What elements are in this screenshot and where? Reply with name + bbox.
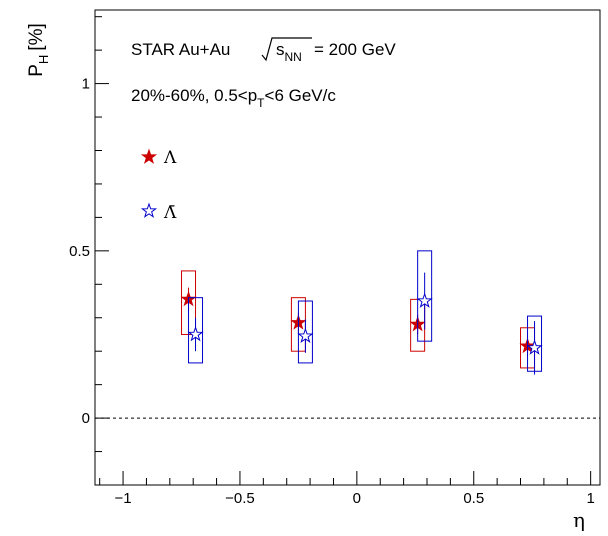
legend-marker-lambda xyxy=(140,148,158,164)
x-tick-label: −1 xyxy=(115,490,132,507)
annotation-line-2: 20%-60%, 0.5<pT<6 GeV/c xyxy=(131,86,336,110)
legend-label-lambda: Λ xyxy=(163,148,177,168)
y-tick-label: 0 xyxy=(82,410,90,427)
systematic-box xyxy=(417,250,433,342)
annotation-line-2-prefix: 20%-60%, 0.5<p xyxy=(131,86,257,105)
data-point xyxy=(297,327,314,344)
systematic-box xyxy=(188,297,204,364)
legend-marker-antilambda xyxy=(140,202,158,218)
y-axis-label: PH [%] xyxy=(26,23,51,77)
x-tick-label: −0.5 xyxy=(225,490,255,507)
annotation-line-2-sub: T xyxy=(257,96,265,110)
x-axis-label: η xyxy=(573,508,585,532)
annotation-line-1-radicand: s xyxy=(276,40,285,59)
annotation-line-1-suffix: = 200 GeV xyxy=(314,40,396,59)
y-tick-label: 0.5 xyxy=(69,243,90,260)
x-tick-label: 1 xyxy=(586,490,594,507)
y-axis-label-main: P xyxy=(26,64,47,77)
systematic-box xyxy=(297,300,313,364)
x-tick-label: 0 xyxy=(353,490,361,507)
legend-label-antilambda: Λ̄ xyxy=(163,203,177,223)
data-point xyxy=(187,325,204,342)
axes: −1 −0.5 0 0.5 1 0 0.5 1 xyxy=(69,16,600,507)
annotation-line-1-radicand-sub: NN xyxy=(285,50,302,64)
plot-frame xyxy=(94,9,601,486)
y-tick-label: 1 xyxy=(82,76,90,93)
annotation-line-1: STAR Au+Au sNN = 200 GeV xyxy=(131,40,396,64)
y-axis-label-sub: H xyxy=(36,55,51,64)
annotation-line-2-suffix: <6 GeV/c xyxy=(265,86,337,105)
legend: Λ Λ̄ xyxy=(140,148,177,223)
annotation-line-1-prefix: STAR Au+Au xyxy=(131,40,230,59)
data-point xyxy=(416,292,433,308)
data-marks xyxy=(180,250,543,375)
y-axis-label-unit: [%] xyxy=(26,23,47,50)
x-tick-label: 0.5 xyxy=(463,490,484,507)
data-point xyxy=(526,339,543,355)
sqrt-sign xyxy=(261,37,312,62)
